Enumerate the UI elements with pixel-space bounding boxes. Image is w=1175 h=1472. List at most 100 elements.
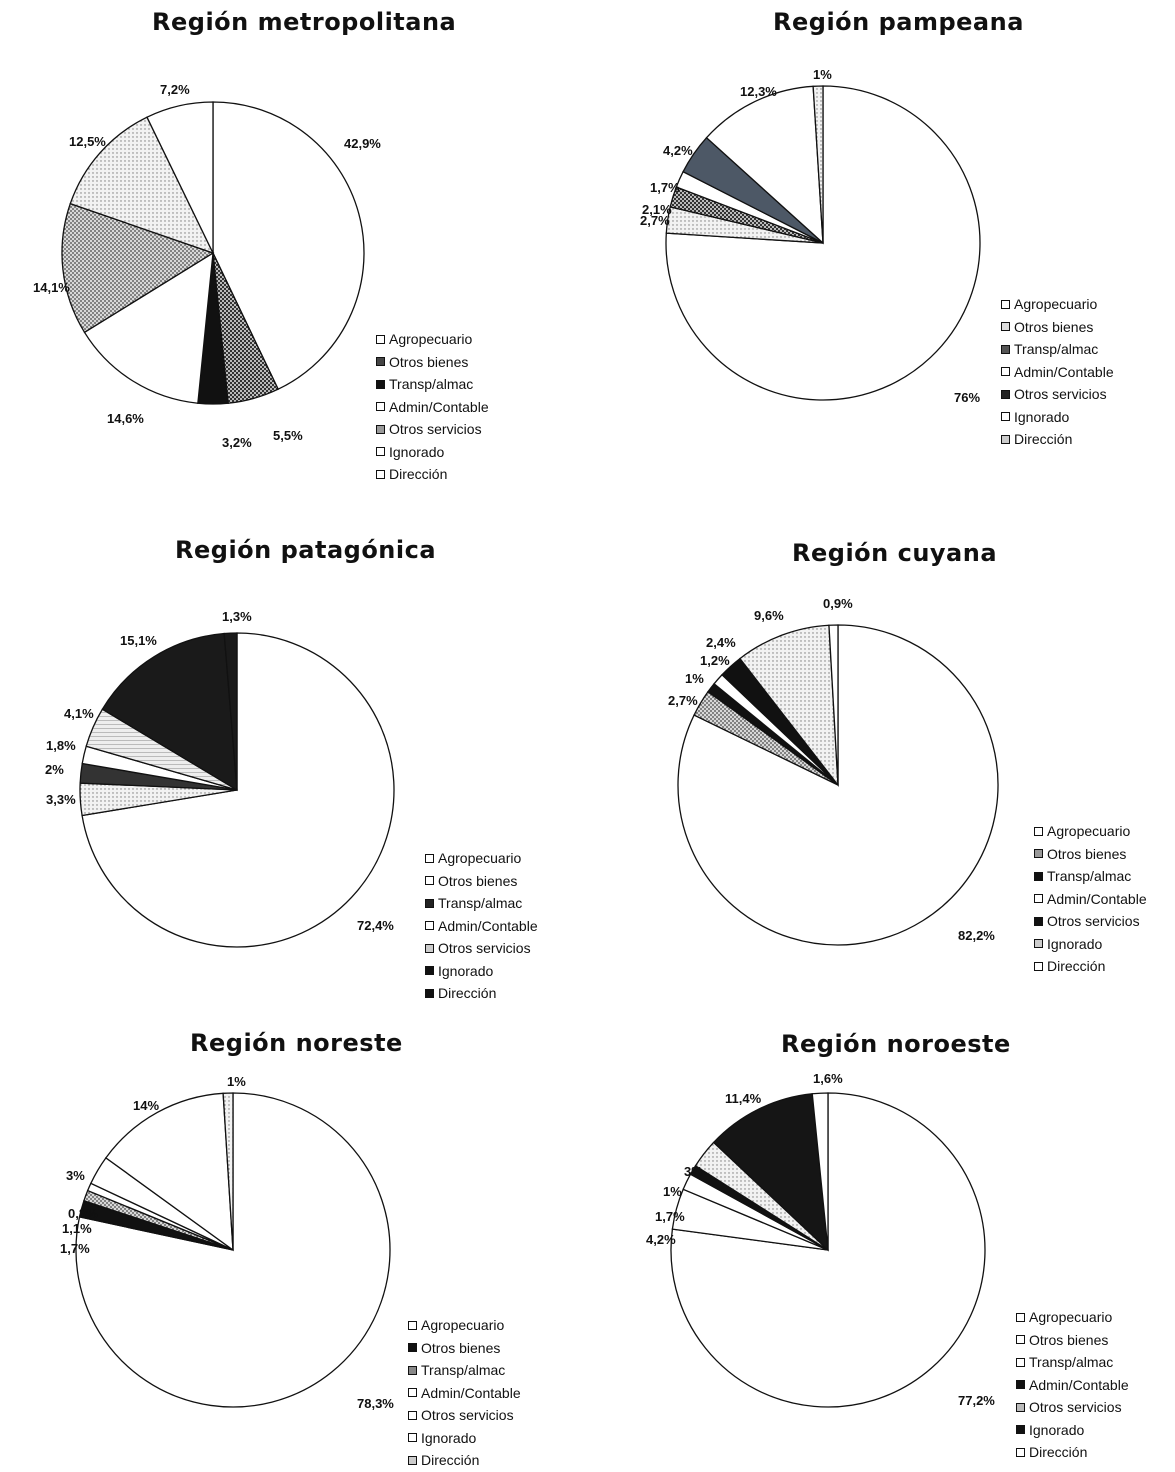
legend-label: Otros bienes xyxy=(421,1339,501,1356)
slice-percent-label: 9,6% xyxy=(754,608,784,623)
legend-item: Dirección xyxy=(408,1449,521,1472)
legend-item: Agropecuario xyxy=(425,847,538,870)
legend-label: Agropecuario xyxy=(421,1317,505,1333)
pie-slice-otros-servicios xyxy=(61,202,215,334)
pie-slice-ignorado xyxy=(705,85,824,245)
slice-percent-label: 3,2% xyxy=(222,435,252,450)
legend-swatch xyxy=(1001,322,1010,332)
legend-swatch xyxy=(1016,1312,1025,1322)
slice-percent-label: 1,6% xyxy=(813,1071,843,1086)
slice-percent-label: 3% xyxy=(66,1168,85,1183)
legend-item: Otros bienes xyxy=(425,870,538,893)
slice-percent-label: 1% xyxy=(663,1184,682,1199)
legend-label: Otros servicios xyxy=(1029,1399,1122,1415)
legend-item: Admin/Contable xyxy=(1001,361,1114,384)
legend-label: Ignorado xyxy=(1014,408,1070,425)
legend-swatch xyxy=(408,1320,417,1330)
chart-legend: Agropecuario Otros bienes Transp/almac Admi… xyxy=(376,328,489,486)
legend-label: Dirección xyxy=(438,985,497,1001)
legend-label: Admin/Contable xyxy=(438,917,538,934)
legend-item: Agropecuario xyxy=(1034,820,1147,843)
legend-swatch xyxy=(1034,849,1043,859)
legend-item: Otros servicios xyxy=(376,418,489,441)
legend-swatch xyxy=(1001,389,1010,399)
legend-swatch xyxy=(1016,1380,1025,1390)
chart-title: Región cuyana xyxy=(792,539,998,567)
legend-label: Otros servicios xyxy=(1047,913,1140,929)
legend-swatch xyxy=(1034,916,1043,926)
legend-label: Agropecuario xyxy=(1047,823,1131,839)
legend-item: Ignorado xyxy=(376,441,489,464)
legend-swatch xyxy=(1001,367,1010,377)
slice-percent-label: 1,7% xyxy=(655,1209,685,1224)
legend-swatch xyxy=(408,1410,417,1420)
slice-percent-label: 1,3% xyxy=(222,609,252,624)
legend-swatch xyxy=(1001,299,1010,309)
legend-label: Agropecuario xyxy=(389,331,473,347)
legend-item: Dirección xyxy=(425,982,538,1005)
slice-percent-label: 14% xyxy=(133,1098,159,1113)
slice-percent-label: 0,8% xyxy=(68,1206,98,1221)
pie-slice-agropecuario xyxy=(670,1092,986,1408)
legend-swatch xyxy=(376,379,385,389)
pie-chart-3: 72,4% 3,3% 2% 1,8% 4,1% 15,1% 1,3% xyxy=(45,609,395,948)
legend-label: Agropecuario xyxy=(438,850,522,866)
slice-percent-label: 3% xyxy=(684,1164,703,1179)
legend-swatch xyxy=(425,921,434,931)
legend-swatch xyxy=(1001,412,1010,422)
chart-legend: Agropecuario Otros bienes Transp/almac Admi… xyxy=(1034,820,1147,978)
legend-swatch xyxy=(1034,894,1043,904)
slice-percent-label: 2,7% xyxy=(668,693,698,708)
slice-percent-label: 12,3% xyxy=(740,84,777,99)
legend-swatch xyxy=(425,966,434,976)
legend-item: Otros servicios xyxy=(425,937,538,960)
legend-swatch xyxy=(376,334,385,344)
legend-item: Dirección xyxy=(1016,1441,1129,1464)
legend-swatch xyxy=(376,357,385,367)
slice-percent-label: 72,4% xyxy=(357,918,394,933)
pie-slice-admin-contable xyxy=(83,251,214,404)
legend-label: Transp/almac xyxy=(421,1362,506,1378)
chart-title: Región pampeana xyxy=(773,8,1024,36)
legend-item: Dirección xyxy=(1001,428,1114,451)
pie-slice-direcci-n xyxy=(828,624,839,786)
pie-slice-ignorado xyxy=(739,624,839,788)
legend-swatch xyxy=(425,988,434,998)
legend-swatch xyxy=(1034,871,1043,881)
legend-swatch xyxy=(376,447,385,457)
pie-slice-agropecuario xyxy=(665,85,981,401)
legend-label: Otros bienes xyxy=(1047,845,1127,862)
slice-percent-label: 82,2% xyxy=(958,928,995,943)
pie-slice-direcci-n xyxy=(812,85,824,244)
pie-chart-1: 42,9% 5,5% 3,2% 14,6% 14,1% 12,5% 7,2% xyxy=(33,82,381,450)
legend-label: Transp/almac xyxy=(1014,341,1099,357)
legend-label: Ignorado xyxy=(389,443,445,460)
legend-item: Dirección xyxy=(1034,955,1147,978)
legend-swatch xyxy=(408,1388,417,1398)
legend-item: Admin/Contable xyxy=(408,1382,521,1405)
slice-percent-label: 2,1% xyxy=(642,202,672,217)
legend-item: Ignorado xyxy=(1016,1419,1129,1442)
legend-item: Transp/almac xyxy=(376,373,489,396)
pie-slice-direcci-n xyxy=(223,632,238,791)
legend-item: Otros servicios xyxy=(408,1404,521,1427)
legend-label: Admin/Contable xyxy=(1014,363,1114,380)
legend-swatch xyxy=(1034,961,1043,971)
legend-swatch xyxy=(1034,826,1043,836)
legend-label: Transp/almac xyxy=(438,895,523,911)
legend-label: Transp/almac xyxy=(1029,1354,1114,1370)
legend-label: Otros bienes xyxy=(1029,1331,1109,1348)
slice-percent-label: 2,7% xyxy=(640,213,670,228)
legend-swatch xyxy=(1001,434,1010,444)
slice-percent-label: 1% xyxy=(227,1074,246,1089)
pie-slice-direcci-n xyxy=(222,1092,234,1251)
slice-percent-label: 4,2% xyxy=(663,143,693,158)
slice-percent-label: 14,1% xyxy=(33,280,70,295)
chart-title: Región noroeste xyxy=(781,1030,1011,1058)
legend-swatch xyxy=(425,943,434,953)
legend-label: Transp/almac xyxy=(389,376,474,392)
legend-swatch xyxy=(376,469,385,479)
legend-swatch xyxy=(1001,344,1010,354)
pie-slice-direcci-n xyxy=(146,101,214,254)
legend-item: Admin/Contable xyxy=(376,396,489,419)
